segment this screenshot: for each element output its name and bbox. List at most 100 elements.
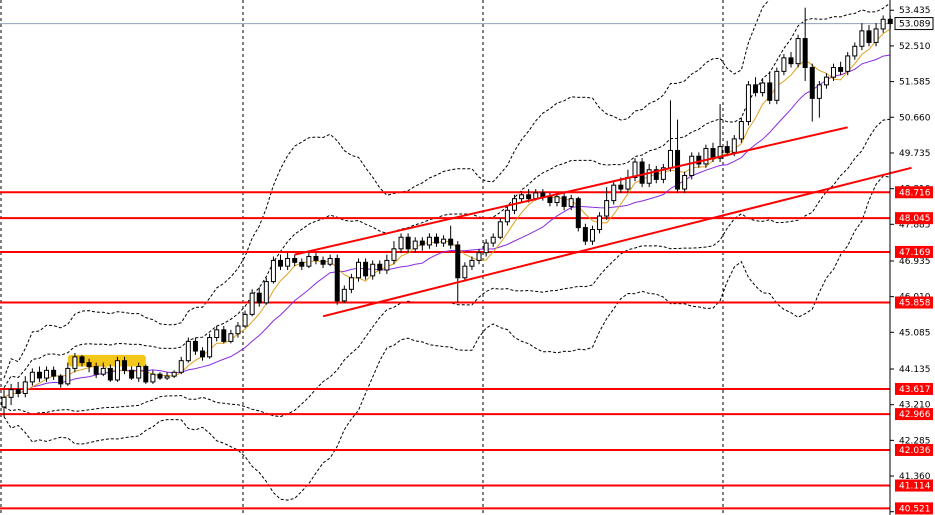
- candle-body: [433, 236, 439, 244]
- candle-body: [717, 146, 723, 159]
- candle: [299, 258, 305, 271]
- inner-upper-band: [3, 2, 891, 388]
- candle: [838, 61, 844, 76]
- candle-body: [597, 215, 603, 231]
- price-tick-label: 41.360: [899, 472, 931, 482]
- candle-body: [334, 257, 340, 302]
- candle-body: [122, 360, 128, 371]
- candle-body: [107, 367, 113, 381]
- candle: [859, 23, 865, 51]
- level-tag: 47.169: [895, 245, 933, 258]
- candle-body: [575, 198, 581, 229]
- candle-body: [256, 292, 262, 304]
- candle: [157, 372, 163, 380]
- candle: [448, 225, 454, 249]
- candle: [426, 233, 432, 249]
- candle-body: [866, 30, 872, 43]
- price-tick-label: 51.585: [899, 78, 931, 88]
- candle: [809, 63, 815, 122]
- candle-body: [604, 200, 610, 217]
- candle-body: [838, 67, 844, 72]
- candle-body: [490, 236, 496, 244]
- candle-body: [519, 194, 525, 200]
- level-tag-label: 41.114: [899, 482, 931, 492]
- candle: [816, 81, 822, 118]
- candle-body: [356, 261, 361, 279]
- level-tag: 48.045: [895, 212, 933, 225]
- candle-body: [306, 256, 312, 267]
- candle-body: [384, 259, 390, 271]
- time-grid: [0, 0, 724, 515]
- level-tag-label: 42.036: [899, 446, 931, 456]
- candle-body: [795, 38, 801, 65]
- candle: [292, 254, 298, 267]
- candle: [852, 42, 858, 60]
- candle-body: [426, 236, 432, 246]
- candle: [8, 383, 14, 406]
- candle-body: [611, 184, 617, 202]
- candle-body: [72, 356, 78, 369]
- candle: [795, 34, 801, 68]
- candle: [36, 366, 42, 382]
- candle: [58, 374, 64, 388]
- candle-body: [114, 360, 120, 381]
- candle-body: [469, 259, 475, 267]
- candle: [228, 329, 234, 344]
- candle: [455, 241, 461, 303]
- candle-body: [660, 167, 666, 180]
- candle: [129, 366, 135, 380]
- candle-body: [58, 375, 64, 385]
- candle-body: [348, 277, 354, 290]
- candle-body: [618, 184, 624, 190]
- candle: [632, 158, 638, 182]
- candle: [760, 79, 766, 97]
- candle: [462, 262, 468, 282]
- candle: [745, 81, 751, 126]
- level-tag-bg: [895, 502, 933, 515]
- candle-body: [377, 263, 383, 271]
- support-resistance-lines: [0, 23, 890, 510]
- candle-body: [292, 257, 298, 263]
- candle: [781, 54, 787, 76]
- candle-body: [221, 329, 227, 342]
- level-tag-label: 48.045: [899, 214, 931, 224]
- channel-upper: [294, 126, 848, 256]
- candle-body: [710, 148, 716, 159]
- level-tag: 41.114: [895, 479, 933, 492]
- candle-body: [802, 38, 808, 69]
- price-tick-label: 53.435: [899, 6, 931, 16]
- candle-body: [703, 148, 709, 165]
- candle-body: [419, 240, 425, 246]
- candle: [653, 165, 659, 184]
- candle: [256, 287, 262, 307]
- candle: [504, 206, 510, 226]
- candle-body: [29, 371, 35, 383]
- candle: [802, 7, 808, 82]
- current-price-marker: 53.089: [894, 17, 934, 31]
- candle: [107, 364, 113, 382]
- candle: [263, 277, 269, 305]
- candle: [845, 52, 851, 76]
- candle: [51, 366, 57, 380]
- candle: [582, 223, 588, 245]
- candle-body: [781, 57, 787, 72]
- candle-body: [731, 138, 737, 153]
- level-tag-label: 48.716: [899, 188, 931, 198]
- candle-body: [285, 257, 291, 267]
- candle: [575, 196, 581, 232]
- candle: [880, 15, 886, 33]
- candle: [866, 25, 872, 47]
- candle-body: [313, 256, 319, 261]
- candle-body: [873, 28, 879, 43]
- candle: [831, 63, 837, 82]
- candle: [419, 237, 425, 251]
- candle: [334, 254, 340, 305]
- candle-body: [263, 281, 269, 304]
- level-tag-bg: [895, 443, 933, 456]
- candle: [249, 289, 255, 317]
- candle: [497, 217, 503, 240]
- candle: [178, 356, 184, 375]
- candle-body: [192, 340, 198, 352]
- candle: [65, 362, 71, 386]
